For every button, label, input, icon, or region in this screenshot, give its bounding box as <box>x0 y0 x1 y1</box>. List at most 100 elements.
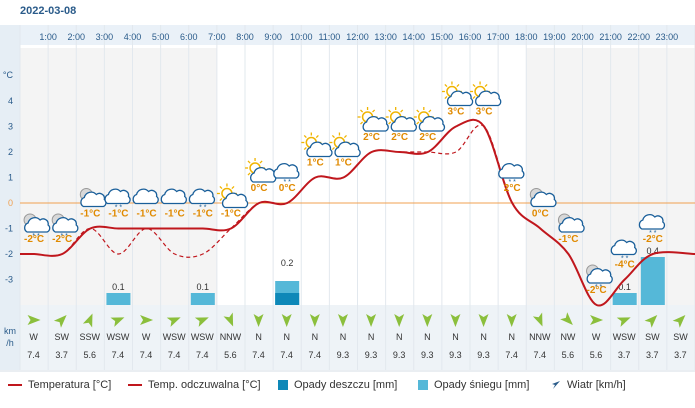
cloud-shape <box>446 90 474 107</box>
temperature-label: 0°C <box>251 183 268 194</box>
snowflakes: * * <box>595 284 603 291</box>
wind-arrow-icon <box>644 315 658 328</box>
hour-label: 18:00 <box>515 32 538 42</box>
legend-temperature: Temperatura [°C] <box>8 379 111 391</box>
legend-temperature-label: Temperatura [°C] <box>28 379 112 391</box>
hour-label: 3:00 <box>96 32 114 42</box>
temperature-label: 2°C <box>391 132 408 143</box>
hour-label: 14:00 <box>402 32 425 42</box>
legend-snow-label: Opady śniegu [mm] <box>434 379 530 391</box>
cloud-shape <box>52 217 79 233</box>
sun-ray <box>259 160 263 164</box>
wind-direction-label: WSW <box>106 332 129 342</box>
wind-arrow-icon <box>616 317 631 327</box>
sun-cloud-icon <box>385 107 417 132</box>
hour-label: 1:00 <box>39 32 57 42</box>
wind-arrow-shape <box>394 314 405 327</box>
snowflakes: * * <box>115 205 123 212</box>
wind-direction-label: N <box>368 332 375 342</box>
wind-arrow-icon <box>450 314 461 327</box>
cloud-shape <box>530 191 557 208</box>
sun-ray <box>303 134 307 139</box>
temperature-label: -2°C <box>643 234 663 245</box>
legend-wind: Wiatr [km/h] <box>551 379 626 391</box>
hour-label: 16:00 <box>459 32 482 42</box>
hour-label: 10:00 <box>290 32 313 42</box>
temperature-label: -1°C <box>221 209 241 220</box>
wind-direction-label: SSW <box>80 332 101 342</box>
wind-speed-label: 9.3 <box>337 350 350 360</box>
rain-bar <box>275 293 300 305</box>
wind-direction-label: WSW <box>163 332 186 342</box>
hour-label: 9:00 <box>264 32 282 42</box>
hour-label: 5:00 <box>152 32 170 42</box>
temperature-label: -2°C <box>587 285 607 296</box>
wind-arrow-icon <box>422 314 433 327</box>
chart-date: 2022-03-08 <box>20 5 77 17</box>
wind-speed-label: 7.4 <box>252 350 265 360</box>
wind-arrow-icon <box>27 315 41 325</box>
wind-speed-label: 3.7 <box>618 350 631 360</box>
wind-arrow-icon <box>552 381 560 389</box>
weather-chart: 1:00 2:00 3:00 4:00 5:00 6:00 7:00 8:00 9:00 10:0… <box>0 25 695 372</box>
sun-ray <box>303 146 307 151</box>
cloudy-snow-icon: * * <box>51 213 79 240</box>
cloud-shape <box>610 239 637 256</box>
cloud-snow-icon: * * <box>104 188 131 212</box>
wind-speed-label: 7.4 <box>505 350 518 360</box>
y-tick-label: 1 <box>8 173 13 183</box>
cloud-snow-icon: * * <box>188 188 216 212</box>
wind-arrow-icon <box>166 317 181 327</box>
hour-label: 4:00 <box>124 32 142 42</box>
wind-arrow-icon <box>672 315 686 328</box>
wind-speed-label: 7.4 <box>280 350 293 360</box>
chart-legend: Temperatura [°C] Temp. odczuwalna [°C] O… <box>0 374 695 396</box>
y-tick-label: 2 <box>8 147 13 157</box>
hour-label: 13:00 <box>374 32 397 42</box>
snowflakes: * * <box>199 205 207 212</box>
temperature-label: 0°C <box>532 209 549 220</box>
sun-ray <box>472 83 476 88</box>
wind-arrow-shape <box>27 315 41 325</box>
cloud-icon <box>160 188 187 205</box>
rain-swatch <box>278 380 288 390</box>
axis-background <box>0 25 20 370</box>
snowflakes: * * <box>649 230 657 237</box>
precip-label: 0.1 <box>197 282 210 292</box>
wind-speed-label: 3.7 <box>674 350 687 360</box>
cloud-shape <box>638 214 666 230</box>
temperature-label: -1°C <box>558 234 578 245</box>
snow-bar <box>190 293 215 305</box>
hour-label: 22:00 <box>627 32 650 42</box>
cloudy-snow-icon: * * <box>23 213 51 240</box>
wind-arrow-icon <box>281 314 292 327</box>
wind-direction-label: NW <box>560 332 575 342</box>
precip-label: 0.1 <box>618 282 631 292</box>
wind-direction-label: N <box>452 332 459 342</box>
wind-speed-label: 7.4 <box>534 350 547 360</box>
cloud-shape <box>221 192 249 209</box>
wind-direction-label: N <box>508 332 515 342</box>
wind-speed-label: 7.4 <box>112 350 125 360</box>
hour-label: 8:00 <box>236 32 254 42</box>
cloud-shape <box>104 188 131 205</box>
wind-arrow-shape <box>532 312 543 327</box>
sun-ray <box>247 172 251 176</box>
cloud-shape <box>558 217 585 233</box>
wind-unit-label: km <box>4 326 16 336</box>
precip-label: 0.1 <box>112 282 125 292</box>
wind-speed-label: 9.3 <box>365 350 378 360</box>
sun-ray <box>416 121 420 125</box>
wind-arrow-shape <box>53 315 67 328</box>
wind-arrow-shape <box>366 314 377 327</box>
cloud-snow-icon: * * <box>638 214 666 237</box>
cloud-shape <box>418 116 446 132</box>
sun-ray <box>219 197 223 202</box>
wind-speed-label: 7.4 <box>168 350 181 360</box>
wind-speed-label: 3.7 <box>55 350 68 360</box>
precip-label: 0.4 <box>647 246 660 256</box>
hour-label: 6:00 <box>180 32 198 42</box>
cloud-shape <box>390 116 417 132</box>
temperature-label: 1°C <box>335 158 352 169</box>
temperature-label: -1°C <box>165 209 185 220</box>
